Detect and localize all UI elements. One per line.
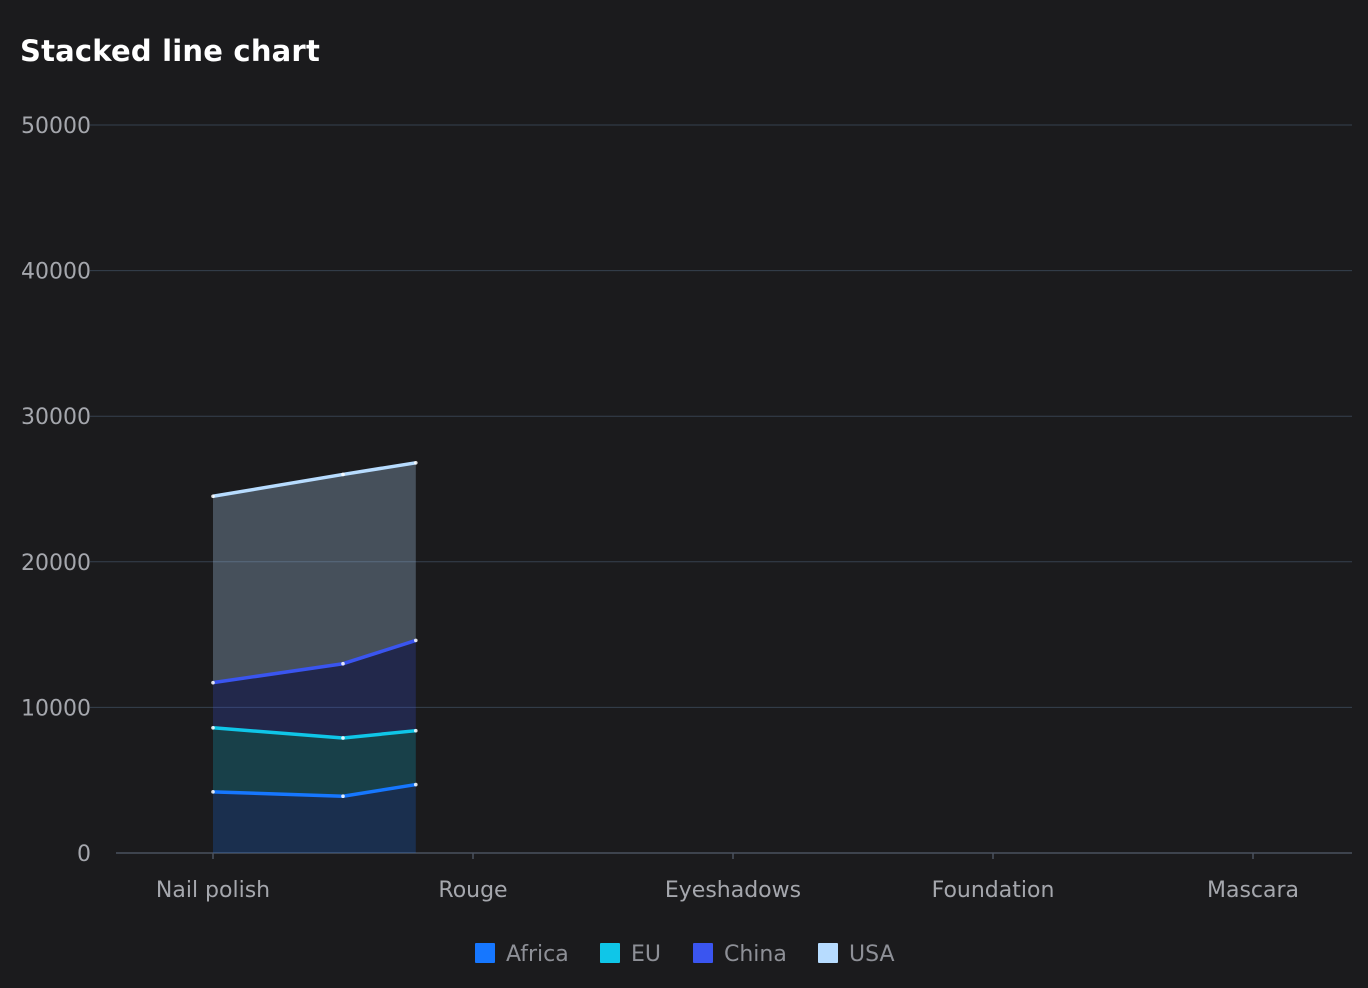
x-tick-label: Nail polish xyxy=(156,878,270,903)
data-point-china[interactable] xyxy=(211,680,215,685)
area-eu xyxy=(213,727,416,797)
data-point-africa[interactable] xyxy=(341,794,345,799)
legend-label-usa[interactable]: USA xyxy=(849,942,895,967)
area-africa xyxy=(213,784,416,853)
data-point-usa[interactable] xyxy=(414,460,418,465)
area-china xyxy=(213,640,416,738)
chart-title: Stacked line chart xyxy=(20,34,321,68)
legend-label-eu[interactable]: EU xyxy=(631,942,661,967)
data-point-usa[interactable] xyxy=(211,494,215,499)
y-tick-label: 20000 xyxy=(21,551,91,576)
y-tick-label: 10000 xyxy=(21,696,91,721)
legend-label-china[interactable]: China xyxy=(724,942,787,967)
data-point-africa[interactable] xyxy=(414,782,418,787)
legend-swatch-africa[interactable] xyxy=(475,943,495,963)
x-tick-label: Mascara xyxy=(1207,878,1299,903)
x-tick-label: Foundation xyxy=(932,878,1055,903)
data-point-eu[interactable] xyxy=(341,736,345,740)
data-point-africa[interactable] xyxy=(211,790,215,794)
data-point-china[interactable] xyxy=(414,638,418,643)
data-point-eu[interactable] xyxy=(211,725,215,730)
y-tick-label: 30000 xyxy=(21,405,91,430)
legend-swatch-usa[interactable] xyxy=(818,943,838,963)
data-point-eu[interactable] xyxy=(414,728,418,733)
y-tick-label: 50000 xyxy=(21,114,91,139)
y-tick-label: 40000 xyxy=(21,260,91,285)
area-usa xyxy=(213,462,416,683)
y-tick-label: 0 xyxy=(77,842,91,867)
x-tick-label: Rouge xyxy=(438,878,507,903)
data-point-usa[interactable] xyxy=(341,472,345,477)
data-point-china[interactable] xyxy=(341,661,345,666)
legend-swatch-eu[interactable] xyxy=(600,943,620,963)
x-tick-label: Eyeshadows xyxy=(665,878,801,903)
legend-swatch-china[interactable] xyxy=(693,943,713,963)
legend-label-africa[interactable]: Africa xyxy=(506,942,569,967)
